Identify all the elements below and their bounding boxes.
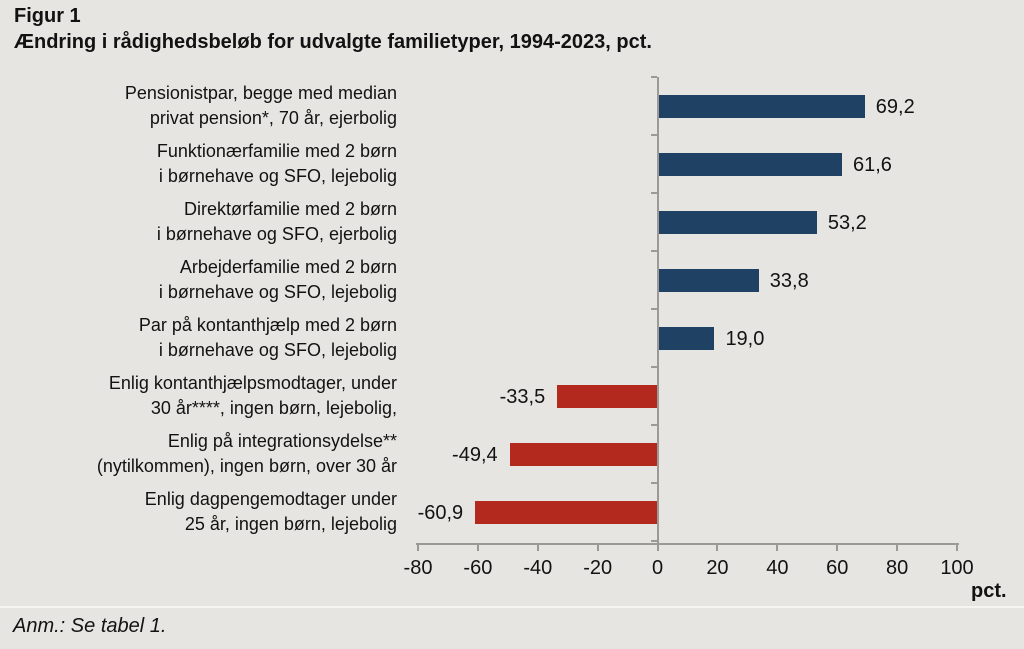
bar-value-label: 33,8 [769, 270, 809, 292]
category-label-line: (nytilkommen), ingen børn, over 30 år [96, 456, 397, 476]
category-label: Arbejderfamilie med 2 børn i børnehave og… [0, 255, 397, 305]
x-axis-tick [956, 543, 958, 551]
x-axis-tick [716, 543, 719, 551]
bar [557, 384, 658, 408]
figure-label: Figur 1 [14, 5, 81, 27]
category-label-line: Direktørfamilie med 2 børn [183, 199, 397, 219]
category-label-line: Arbejderfamilie med 2 børn [179, 257, 397, 277]
bar-value-label: 69,2 [875, 96, 915, 118]
x-axis-tick [656, 543, 659, 551]
y-axis-tick [650, 76, 657, 78]
x-axis-tick-label: -40 [523, 557, 553, 579]
bar [657, 326, 715, 350]
category-label-line: Enlig dagpengemodtager under [144, 489, 397, 509]
y-axis-tick [650, 424, 657, 426]
x-axis-line [416, 543, 959, 545]
category-label: Enlig dagpengemodtager under 25 år, ingen… [0, 487, 397, 537]
x-axis-tick-label: 20 [706, 557, 729, 579]
bar [657, 152, 842, 176]
bar-value-label: -49,4 [452, 444, 498, 466]
y-axis-tick [650, 250, 657, 252]
category-label: Pensionistpar, begge med median privat pe… [0, 81, 397, 131]
x-axis-tick [536, 543, 539, 551]
bar-value-label: 19,0 [725, 328, 765, 350]
x-axis-tick-label: -60 [463, 557, 493, 579]
bar-value-label: -60,9 [417, 502, 464, 524]
x-axis-unit-label: pct. [971, 580, 1007, 602]
x-axis-tick-label: 80 [885, 557, 909, 579]
category-label-line: 30 år****, ingen børn, lejebolig, [150, 398, 397, 418]
category-label-line: Funktionærfamilie med 2 børn [156, 141, 397, 161]
category-label: Enlig på integrationsydelse** (nytilkomme… [0, 429, 397, 479]
chart-title: Ændring i rådighedsbeløb for udvalgte fa… [14, 31, 652, 53]
category-label-line: i børnehave og SFO, lejebolig [158, 166, 397, 186]
bar [657, 210, 817, 234]
bar [657, 268, 759, 292]
y-axis-line [656, 77, 659, 546]
x-axis-tick-label: 40 [766, 557, 789, 579]
x-axis-tick-label: -80 [403, 557, 433, 579]
category-label-line: Enlig på integrationsydelse** [167, 431, 397, 451]
y-axis-tick [650, 540, 657, 542]
x-axis-tick-label: 60 [826, 557, 849, 579]
bar-value-label: 53,2 [827, 212, 867, 234]
x-axis-tick [476, 543, 479, 551]
bar-value-label: 61,6 [853, 154, 892, 176]
y-axis-tick [650, 308, 657, 310]
y-axis-tick [650, 134, 657, 136]
x-axis-tick [836, 543, 839, 551]
category-label-line: i børnehave og SFO, lejebolig [158, 282, 397, 302]
category-label-line: Enlig kontanthjælpsmodtager, under [108, 373, 397, 393]
category-label: Enlig kontanthjælpsmodtager, under 30 år*… [0, 371, 397, 421]
category-label-line: Pensionistpar, begge med median [124, 83, 397, 103]
category-label-line: privat pension*, 70 år, ejerbolig [149, 108, 397, 128]
category-label: Funktionærfamilie med 2 børn i børnehave … [0, 139, 397, 189]
x-axis-tick [417, 543, 419, 551]
category-label-line: 25 år, ingen børn, lejebolig [184, 514, 397, 534]
x-axis-tick [776, 543, 779, 551]
y-axis-tick [650, 192, 657, 194]
x-axis-tick [596, 543, 599, 551]
chart-note: Anm.: Se tabel 1. [13, 615, 167, 637]
x-axis-tick-label: -20 [583, 557, 613, 579]
category-label-line: i børnehave og SFO, ejerbolig [156, 224, 397, 244]
category-label-line: i børnehave og SFO, lejebolig [158, 340, 397, 360]
bar [475, 500, 658, 524]
category-label: Par på kontanthjælp med 2 børn i børnehav… [0, 313, 397, 363]
y-axis-tick [650, 482, 657, 484]
y-axis-tick [650, 366, 657, 368]
category-label-line: Par på kontanthjælp med 2 børn [138, 315, 397, 335]
bar-value-label: -33,5 [499, 386, 546, 408]
chart-bottom-divider [0, 606, 1024, 608]
x-axis-tick [896, 543, 899, 551]
x-axis-tick-label: 0 [651, 557, 664, 579]
category-label: Direktørfamilie med 2 børn i børnehave og… [0, 197, 397, 247]
bar [509, 442, 658, 466]
x-axis-tick-label: 100 [940, 557, 974, 579]
bar [657, 94, 865, 118]
